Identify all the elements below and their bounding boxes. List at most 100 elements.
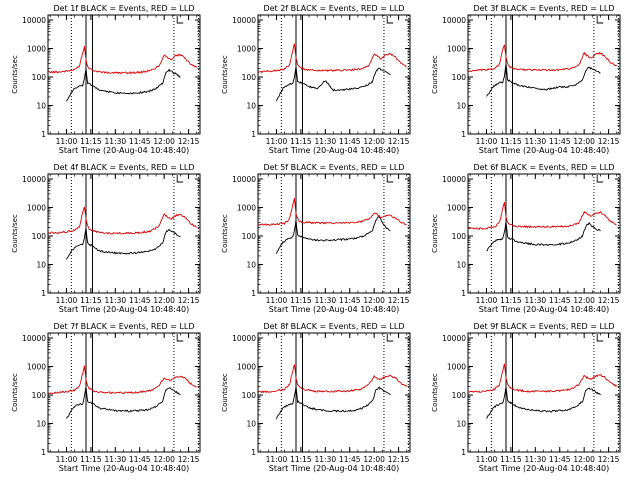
x-tick-label: 11:00 (56, 137, 78, 146)
x-tick-label: 11:30 (105, 137, 127, 146)
panel-title: Det 1f BLACK = Events, RED = LLD (53, 4, 194, 13)
y-tick-label: 1000 (237, 363, 256, 372)
y-tick-label: 1 (41, 130, 46, 139)
events-series-line (66, 68, 181, 102)
x-tick-label: 12:00 (573, 455, 595, 464)
x-axis-label: Start Time (20-Aug-04 10:48:40) (269, 305, 400, 314)
x-axis-label: Start Time (20-Aug-04 10:48:40) (59, 305, 190, 314)
y-tick-label: 1000 (237, 204, 256, 213)
y-axis-label: Counts/sec (221, 214, 229, 253)
x-axis-label: Start Time (20-Aug-04 10:48:40) (479, 305, 610, 314)
y-tick-label: 10000 (232, 334, 256, 343)
y-tick-label: 10 (456, 261, 466, 270)
x-tick-label: 11:30 (315, 296, 337, 305)
x-tick-label: 11:00 (266, 296, 288, 305)
x-tick-label: 11:45 (339, 296, 361, 305)
y-axis-label: Counts/sec (11, 55, 19, 94)
y-tick-label: 10 (246, 102, 256, 111)
events-series-line (276, 66, 391, 102)
bracket-mark (176, 16, 184, 24)
x-tick-label: 11:00 (266, 455, 288, 464)
x-tick-label: 11:00 (56, 296, 78, 305)
chart-panel: 1 10 100 1000 10000 11:00 11:15 11:30 11:45 12:00… (221, 163, 411, 314)
x-tick-label: 11:00 (266, 137, 288, 146)
x-tick-label: 11:15 (80, 455, 102, 464)
x-tick-label: 11:00 (476, 296, 498, 305)
x-tick-label: 11:15 (290, 137, 312, 146)
panel-title: Det 8f BLACK = Events, RED = LLD (263, 322, 404, 331)
y-tick-label: 100 (242, 73, 257, 82)
x-tick-label: 11:00 (476, 137, 498, 146)
x-tick-label: 11:30 (105, 296, 127, 305)
panel-title: Det 6f BLACK = Events, RED = LLD (473, 163, 614, 172)
events-series-line (486, 221, 601, 252)
x-axis-label: Start Time (20-Aug-04 10:48:40) (59, 464, 190, 473)
y-axis-label: Counts/sec (431, 55, 439, 94)
y-tick-label: 10000 (442, 175, 466, 184)
bracket-mark (596, 334, 604, 342)
chart-panel: 1 10 100 1000 10000 11:00 11:15 11:30 11:45 12:00… (431, 322, 621, 473)
y-tick-label: 1000 (27, 363, 46, 372)
events-series-line (66, 227, 181, 260)
y-tick-label: 10000 (232, 175, 256, 184)
y-tick-label: 10 (246, 420, 256, 429)
x-tick-label: 11:15 (80, 296, 102, 305)
x-tick-label: 12:15 (598, 296, 620, 305)
y-tick-label: 10000 (442, 334, 466, 343)
x-tick-label: 11:15 (500, 455, 522, 464)
lld-series-line (258, 43, 407, 74)
x-axis-label: Start Time (20-Aug-04 10:48:40) (479, 146, 610, 155)
events-series-line (486, 63, 601, 97)
plot-frame (467, 173, 621, 294)
x-tick-label: 12:00 (153, 296, 175, 305)
x-tick-label: 12:15 (388, 455, 410, 464)
x-tick-label: 11:45 (339, 455, 361, 464)
panel-title: Det 5f BLACK = Events, RED = LLD (263, 163, 404, 172)
x-tick-label: 12:15 (598, 137, 620, 146)
x-tick-label: 12:15 (388, 137, 410, 146)
plot-frame (467, 14, 621, 135)
x-tick-label: 11:45 (549, 455, 571, 464)
x-tick-label: 11:15 (290, 455, 312, 464)
y-tick-label: 1000 (27, 45, 46, 54)
x-tick-label: 11:15 (80, 137, 102, 146)
bracket-mark (386, 16, 394, 24)
y-tick-label: 1 (251, 448, 256, 457)
x-tick-label: 11:15 (500, 137, 522, 146)
y-axis-label: Counts/sec (431, 373, 439, 412)
x-tick-label: 12:15 (178, 296, 200, 305)
panel-title: Det 4f BLACK = Events, RED = LLD (53, 163, 194, 172)
y-tick-label: 10000 (442, 16, 466, 25)
events-series-line (66, 386, 181, 419)
y-tick-label: 10 (36, 261, 46, 270)
plot-frame (257, 332, 411, 453)
bracket-mark (176, 175, 184, 183)
y-axis-label: Counts/sec (11, 214, 19, 253)
x-tick-label: 12:15 (178, 455, 200, 464)
panel-title: Det 9f BLACK = Events, RED = LLD (473, 322, 614, 331)
chart-panel: 1 10 100 1000 10000 11:00 11:15 11:30 11:45 12:00… (221, 4, 411, 155)
x-tick-label: 12:00 (363, 455, 385, 464)
x-tick-label: 11:30 (525, 137, 547, 146)
x-tick-label: 11:15 (500, 296, 522, 305)
plot-frame (257, 173, 411, 294)
x-tick-label: 12:00 (573, 137, 595, 146)
y-tick-label: 10 (36, 420, 46, 429)
y-tick-label: 1 (461, 289, 466, 298)
y-tick-label: 1 (41, 289, 46, 298)
y-tick-label: 10 (246, 261, 256, 270)
y-tick-label: 100 (242, 232, 257, 241)
y-axis-label: Counts/sec (221, 55, 229, 94)
lld-series-line (48, 46, 198, 75)
lld-series-line (258, 364, 408, 394)
y-tick-label: 100 (32, 391, 47, 400)
x-tick-label: 11:45 (129, 296, 151, 305)
bracket-mark (596, 16, 604, 24)
x-tick-label: 12:15 (388, 296, 410, 305)
x-tick-label: 12:00 (573, 296, 595, 305)
x-tick-label: 11:45 (129, 137, 151, 146)
y-axis-label: Counts/sec (431, 214, 439, 253)
chart-panel: 1 10 100 1000 10000 11:00 11:15 11:30 11:45 12:00… (11, 322, 201, 473)
bracket-mark (176, 334, 184, 342)
chart-panel: 1 10 100 1000 10000 11:00 11:15 11:30 11:45 12:00… (431, 163, 621, 314)
